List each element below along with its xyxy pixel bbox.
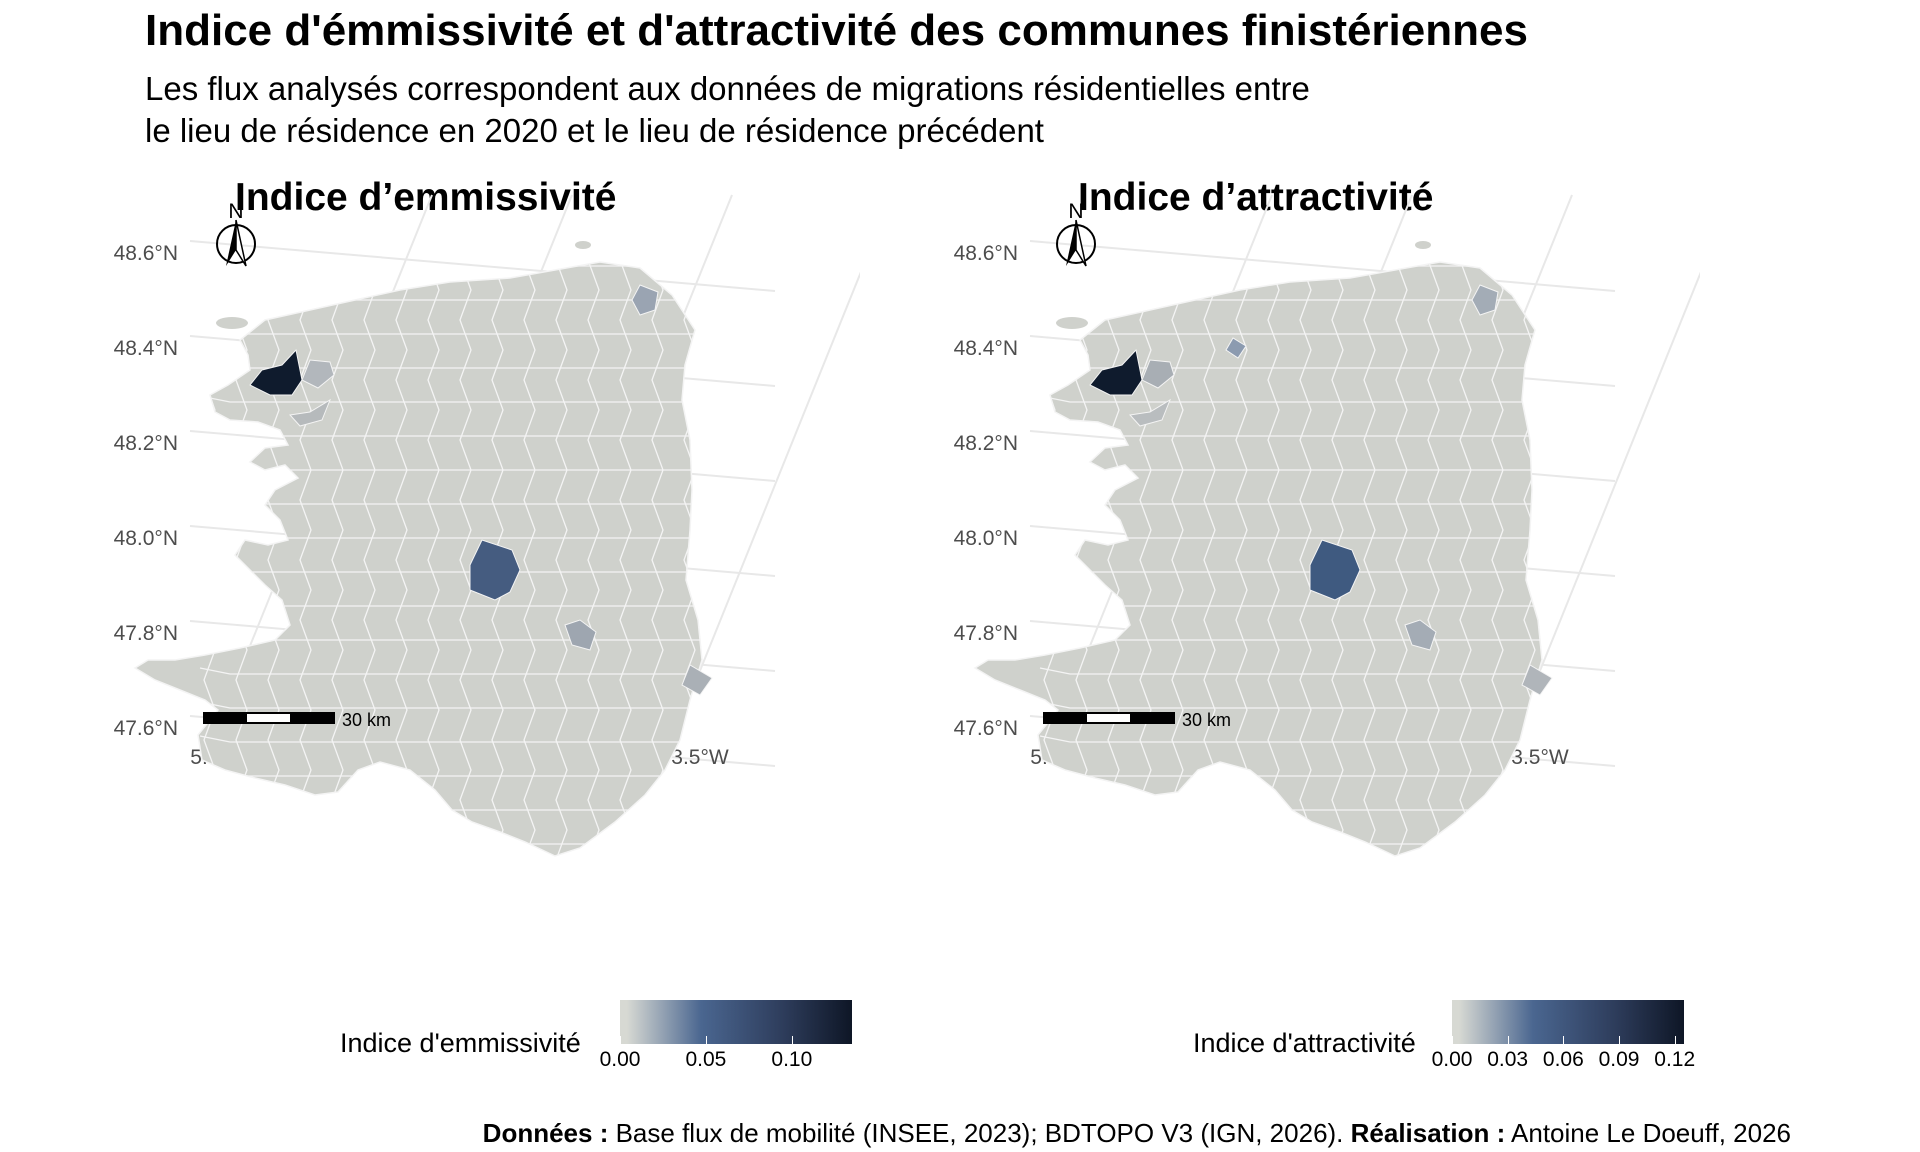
lat-axis-label: 48.0°N	[114, 527, 178, 550]
legend-tick-mark	[705, 1036, 707, 1044]
legend-tick-mark	[1674, 1036, 1676, 1044]
attractivity-legend-title: Indice d'attractivité	[1193, 1028, 1416, 1058]
quimper-commune	[469, 539, 521, 601]
finistere-communes	[973, 241, 1543, 857]
lat-gridline	[189, 240, 776, 292]
lat-axis-label: 47.8°N	[954, 622, 1018, 645]
north-label: N	[228, 200, 243, 223]
lat-axis-label: 47.8°N	[114, 622, 178, 645]
legend-tick-label: 0.12	[1654, 1048, 1696, 1071]
attractivity-map: 48.6°N48.4°N48.2°N48.0°N47.8°N47.6°N5.0°…	[954, 194, 1700, 857]
legend-tick-mark	[1563, 1036, 1565, 1044]
finistere-outline	[973, 261, 1543, 857]
emissivity-map: 48.6°N48.4°N48.2°N48.0°N47.8°N47.6°N5.0°…	[114, 194, 860, 857]
legend-tick-mark	[1452, 1036, 1453, 1044]
batz-island	[575, 241, 591, 249]
brest-commune	[1089, 348, 1143, 396]
lat-axis-label: 48.4°N	[954, 337, 1018, 360]
lat-axis-label: 48.6°N	[114, 242, 178, 265]
emissivity-legend-title: Indice d'emmissivité	[340, 1028, 581, 1058]
finistere-outline	[133, 261, 703, 857]
landerneau-commune	[1225, 337, 1247, 359]
crozon-commune	[289, 398, 332, 427]
concarneau-commune	[1404, 619, 1437, 651]
emissivity-map-panel: Indice d’emmissivité 48.6°N 48.4°N 48.2°N 4…	[0, 170, 860, 1071]
scale-label: 30 km	[342, 710, 391, 730]
ouessant-island	[1056, 317, 1088, 329]
crozon-commune	[1129, 398, 1172, 427]
lat-axis-label: 48.2°N	[954, 432, 1018, 455]
lat-axis-label: 48.2°N	[114, 432, 178, 455]
attractivity-map-panel: Indice d’attractivité 48.6°N 48.4°N 48.2°N…	[840, 170, 1700, 1071]
legend-tick-label: 0.05	[685, 1048, 727, 1071]
data-source-text: Base flux de mobilité (INSEE, 2023); BDT…	[608, 1118, 1351, 1148]
legend-tick-mark	[791, 1036, 793, 1044]
scale-bar: 30 km	[203, 710, 391, 730]
legend-tick-label: 0.10	[771, 1048, 813, 1071]
data-label: Données :	[482, 1118, 609, 1148]
lon-gridline	[669, 271, 860, 746]
plougastel-commune	[1141, 359, 1175, 389]
morlaix-commune	[1471, 284, 1499, 316]
lat-axis-label: 48.4°N	[114, 337, 178, 360]
author-text: Antoine Le Doeuff, 2026	[1505, 1118, 1791, 1148]
quimperle-commune	[681, 664, 713, 696]
legend-tick-mark	[1619, 1036, 1621, 1044]
lat-axis-label: 48.0°N	[954, 527, 1018, 550]
quimperle-commune	[1521, 664, 1553, 696]
finistere-communes	[133, 241, 703, 857]
scale-label: 30 km	[1182, 710, 1231, 730]
morlaix-commune	[631, 284, 659, 316]
lon-gridline	[1509, 271, 1700, 746]
legend-tick-mark	[1507, 1036, 1509, 1044]
lon-axis-label: 3.5°W	[1511, 746, 1569, 769]
batz-island	[1415, 241, 1431, 249]
legend-tick-mark	[620, 1036, 621, 1044]
north-label: N	[1068, 200, 1083, 223]
plougastel-commune	[301, 359, 335, 389]
north-arrow: N	[1056, 200, 1096, 267]
brest-commune	[249, 348, 303, 396]
emissivity-legend-colorbar	[620, 1000, 852, 1044]
concarneau-commune	[564, 619, 597, 651]
figure-subtitle: Les flux analysés correspondent aux donn…	[145, 68, 1645, 152]
author-label: Réalisation :	[1350, 1118, 1506, 1148]
attractivity-panel-title: Indice d’attractivité	[1078, 176, 1434, 219]
lon-axis-label: 3.5°W	[671, 746, 729, 769]
attractivity-legend-colorbar	[1452, 1000, 1684, 1044]
source-caption: Données : Base flux de mobilité (INSEE, …	[483, 1118, 1791, 1149]
lat-gridline	[1029, 240, 1616, 292]
lat-axis-label: 47.6°N	[114, 717, 178, 740]
lat-axis-label: 48.6°N	[954, 242, 1018, 265]
subtitle-line-1: Les flux analysés correspondent aux donn…	[145, 70, 1310, 107]
legend-tick-label: 0.09	[1598, 1048, 1640, 1071]
legend-tick-label: 0.00	[1431, 1048, 1473, 1071]
legend-tick-label: 0.00	[599, 1048, 641, 1071]
ouessant-island	[216, 317, 248, 329]
north-arrow: N	[216, 200, 256, 267]
scale-bar: 30 km	[1043, 710, 1231, 730]
quimper-commune	[1309, 539, 1361, 601]
lat-axis-label: 47.6°N	[954, 717, 1018, 740]
legend-tick-label: 0.06	[1542, 1048, 1584, 1071]
subtitle-line-2: le lieu de résidence en 2020 et le lieu …	[145, 112, 1044, 149]
figure-title: Indice d'émmissivité et d'attractivité d…	[145, 6, 1528, 55]
legend-tick-label: 0.03	[1487, 1048, 1529, 1071]
